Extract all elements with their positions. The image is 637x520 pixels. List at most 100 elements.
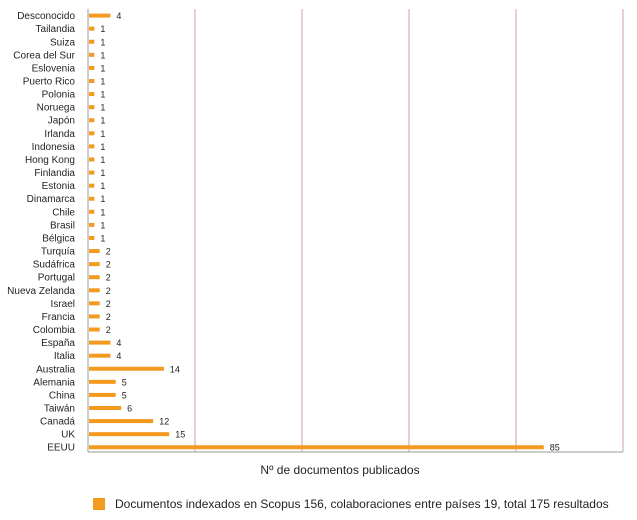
category-label: Alemania (33, 377, 75, 388)
data-label: 1 (100, 168, 105, 178)
data-label: 1 (100, 63, 105, 73)
bar (89, 131, 95, 136)
bar (89, 170, 95, 175)
bar (89, 314, 100, 319)
bar (89, 65, 95, 70)
category-label: Dinamarca (27, 194, 76, 205)
data-label: 2 (106, 325, 111, 335)
category-label: Tailandia (36, 24, 76, 35)
data-label: 1 (100, 77, 105, 87)
category-label: Francia (42, 312, 76, 323)
bar (89, 262, 100, 267)
category-label: Bélgica (42, 233, 75, 244)
category-label: Suiza (50, 37, 75, 48)
legend: Documentos indexados en Scopus 156, cola… (93, 497, 609, 511)
bar (89, 39, 95, 44)
data-label: 85 (550, 443, 560, 453)
data-label: 1 (100, 181, 105, 191)
data-label: 15 (175, 430, 185, 440)
bar (89, 353, 111, 358)
category-label: Corea del Sur (13, 50, 75, 61)
category-label: Irlanda (44, 129, 75, 140)
bar (89, 209, 95, 214)
bar (89, 275, 100, 280)
bar (89, 118, 95, 123)
category-label: Polonia (42, 90, 76, 101)
category-label: Estonia (42, 181, 76, 192)
bar (89, 196, 95, 201)
category-label: Taiwán (44, 404, 75, 415)
category-label: Brasil (50, 220, 75, 231)
data-label: 14 (170, 364, 180, 374)
bar-chart: Desconocido 4 Tailandia 1 Suiza 1 Corea del Su… (7, 9, 624, 454)
category-label: Indonesia (32, 142, 76, 153)
data-label: 1 (100, 50, 105, 60)
category-label: Chile (52, 207, 75, 218)
data-label: 1 (100, 116, 105, 126)
bar (89, 432, 170, 437)
data-label: 1 (100, 37, 105, 47)
data-label: 1 (100, 220, 105, 230)
category-label: Israel (51, 299, 75, 310)
data-label: 4 (116, 11, 121, 21)
bar (89, 379, 116, 384)
category-label: Eslovenia (32, 63, 76, 74)
data-label: 1 (100, 24, 105, 34)
data-label: 2 (106, 260, 111, 270)
bar (89, 26, 95, 31)
category-label: Italia (54, 351, 76, 362)
bar (89, 249, 100, 254)
bar (89, 222, 95, 227)
bar (89, 366, 164, 371)
category-label: Hong Kong (25, 155, 75, 166)
bar (89, 327, 100, 332)
data-label: 1 (100, 142, 105, 152)
data-label: 2 (106, 286, 111, 296)
data-label: 1 (100, 207, 105, 217)
bar (89, 105, 95, 110)
category-label: Finlandia (34, 168, 75, 179)
category-label: Puerto Rico (23, 77, 76, 88)
bar (89, 340, 111, 345)
category-label: Turquía (41, 247, 76, 258)
data-label: 5 (122, 377, 127, 387)
data-label: 6 (127, 404, 132, 414)
data-label: 1 (100, 103, 105, 113)
category-label: China (49, 390, 76, 401)
bar (89, 183, 95, 188)
category-label: España (41, 338, 75, 349)
data-label: 1 (100, 194, 105, 204)
category-label: Nueva Zelanda (7, 286, 75, 297)
legend-swatch (93, 498, 105, 510)
category-label: Australia (36, 364, 75, 375)
data-label: 5 (122, 390, 127, 400)
bar (89, 288, 100, 293)
bar (89, 445, 544, 450)
data-label: 1 (100, 155, 105, 165)
category-label: Desconocido (17, 11, 75, 22)
bar (89, 392, 116, 397)
bar (89, 419, 154, 424)
category-label: Colombia (33, 325, 76, 336)
x-axis-label: Nº de documentos publicados (260, 463, 420, 477)
bar (89, 79, 95, 83)
data-label: 2 (106, 312, 111, 322)
bar (89, 301, 100, 306)
data-label: 4 (116, 338, 121, 348)
data-label: 1 (100, 129, 105, 139)
bar (89, 52, 95, 57)
category-label: Sudáfrica (33, 260, 76, 271)
category-label: Portugal (38, 273, 75, 284)
legend-label: Documentos indexados en Scopus 156, cola… (115, 497, 609, 511)
data-label: 2 (106, 273, 111, 283)
category-label: Noruega (37, 103, 76, 114)
bar (89, 13, 111, 18)
data-label: 2 (106, 299, 111, 309)
category-label: UK (61, 430, 75, 441)
data-label: 2 (106, 247, 111, 257)
category-label: Japón (48, 116, 75, 127)
bar (89, 235, 95, 240)
data-label: 1 (100, 233, 105, 243)
data-label: 4 (116, 351, 121, 361)
bar (89, 157, 95, 162)
